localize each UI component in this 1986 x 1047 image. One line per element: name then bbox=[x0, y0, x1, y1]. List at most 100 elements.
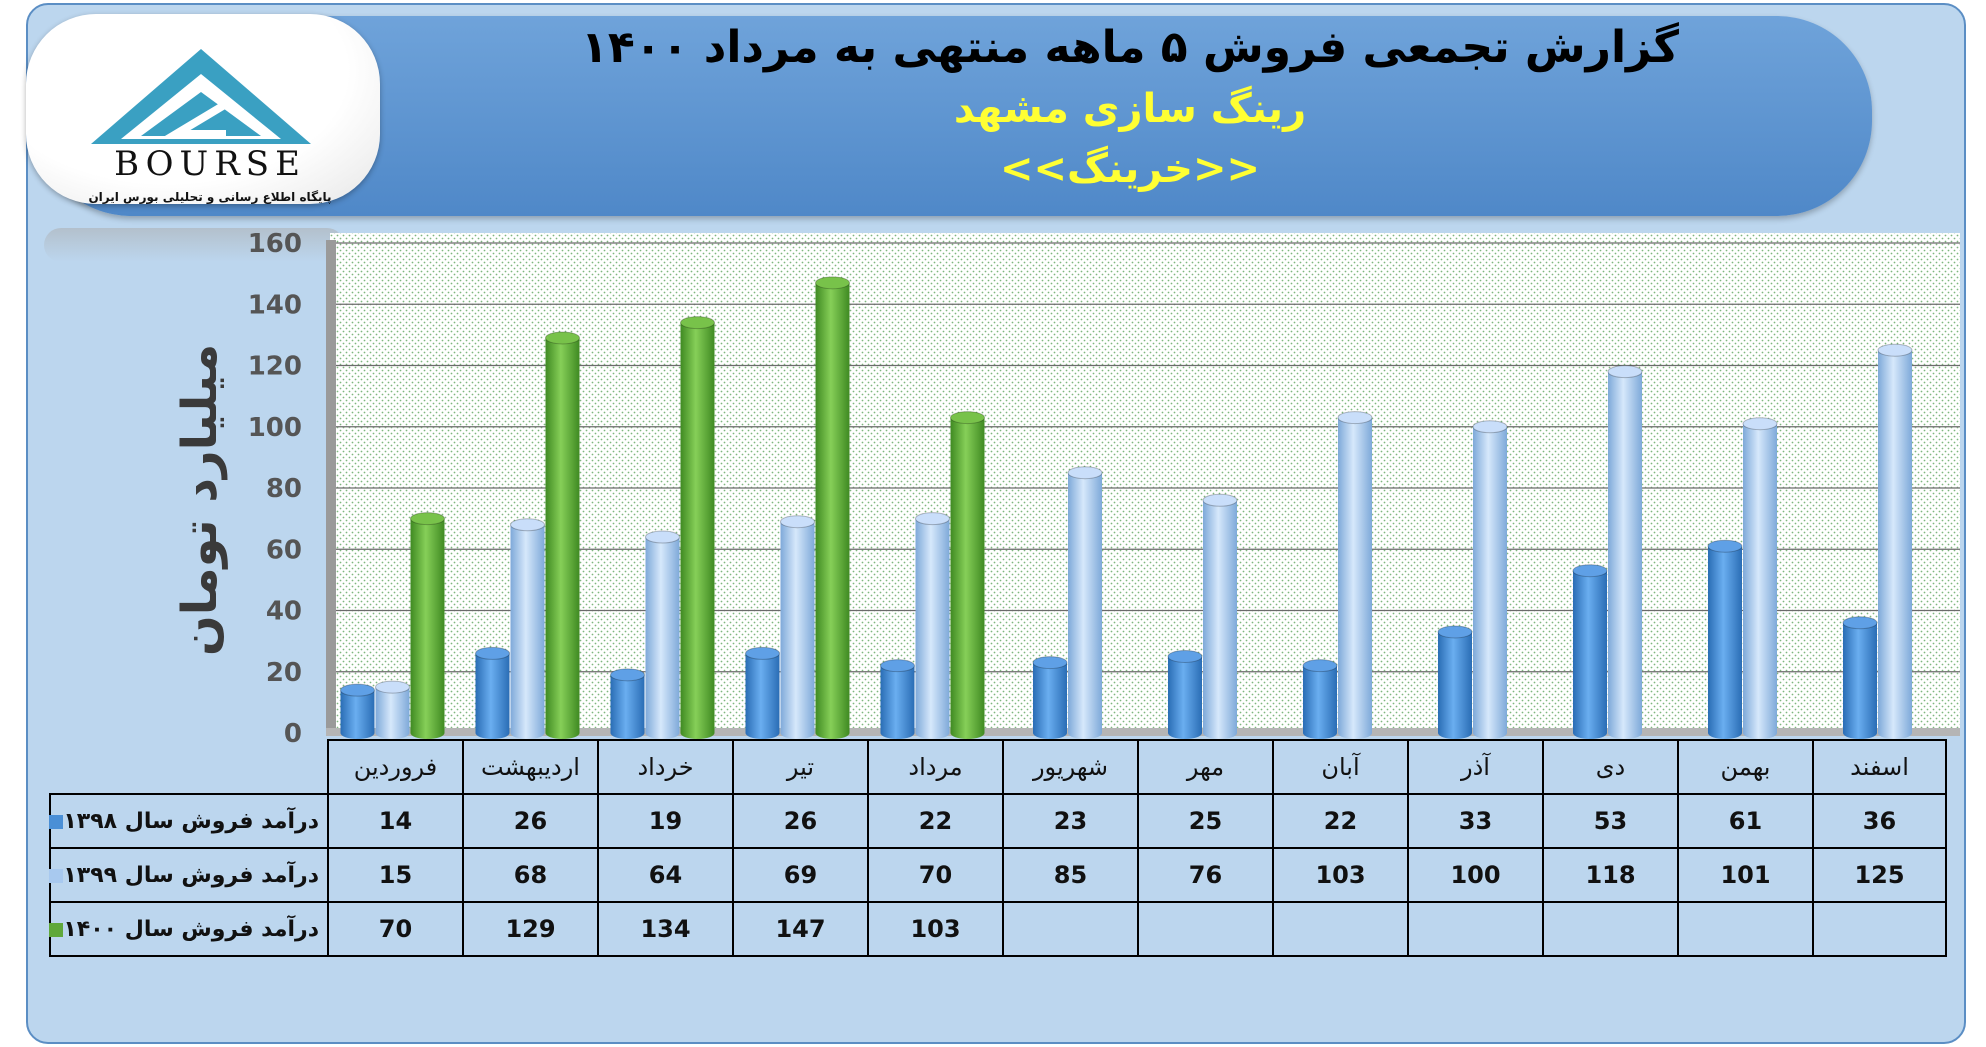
bar-1-11 bbox=[1877, 343, 1913, 739]
x-tick-label: شهریور bbox=[1002, 739, 1139, 795]
ticker-symbol: <<خرینگ>> bbox=[999, 146, 1261, 192]
legend-label: درآمد فروش سال ۱۴۰۰ bbox=[63, 916, 319, 942]
data-table: فروردین اردیبهشت خرداد تیر مرداد شهریور مهر آبا… bbox=[49, 739, 1947, 957]
y-tick-label: 160 bbox=[248, 229, 302, 259]
y-tick-label: 40 bbox=[266, 597, 302, 627]
bar-1-7 bbox=[1337, 411, 1373, 739]
bar-0-2 bbox=[610, 668, 645, 739]
legend-key-icon bbox=[49, 922, 64, 937]
data-label: 25 bbox=[1137, 793, 1274, 849]
data-label: 69 bbox=[732, 847, 869, 903]
y-tick-label: 120 bbox=[248, 352, 302, 382]
x-tick-label: دی bbox=[1542, 739, 1679, 795]
bourse-logo: BOURSE پایگاه اطلاع رسانی و تحلیلی بورس … bbox=[26, 14, 380, 204]
data-label: 103 bbox=[1272, 847, 1409, 903]
legend-entry: درآمد فروش سال ۱۳۹۸ bbox=[49, 793, 329, 849]
y-axis-label: میلیارد تومان bbox=[172, 343, 228, 657]
x-tick-label: خرداد bbox=[597, 739, 734, 795]
x-tick-label: بهمن bbox=[1677, 739, 1814, 795]
legend-entry: درآمد فروش سال ۱۴۰۰ bbox=[49, 901, 329, 957]
data-label: 33 bbox=[1407, 793, 1544, 849]
y-tick-label: 100 bbox=[248, 413, 302, 443]
data-label bbox=[1812, 901, 1947, 957]
data-label: 134 bbox=[597, 901, 734, 957]
data-label: 118 bbox=[1542, 847, 1679, 903]
data-label: 36 bbox=[1812, 793, 1947, 849]
logo-triangle-icon bbox=[91, 49, 311, 144]
data-label: 68 bbox=[462, 847, 599, 903]
data-label bbox=[1542, 901, 1679, 957]
y-tick-label: 20 bbox=[266, 658, 302, 688]
bar-1-5 bbox=[1067, 466, 1103, 739]
plot-wall bbox=[326, 240, 336, 732]
bar-1-4 bbox=[915, 512, 950, 739]
data-label bbox=[1677, 901, 1814, 957]
bar-0-6 bbox=[1167, 649, 1203, 739]
data-label bbox=[1407, 901, 1544, 957]
logo-text: BOURSE bbox=[114, 144, 306, 184]
plot-floor bbox=[326, 728, 1960, 736]
data-label: 76 bbox=[1137, 847, 1274, 903]
bar-1-8 bbox=[1472, 420, 1508, 739]
page-title: گزارش تجمعی فروش ۵ ماهه منتهی به مرداد ۱… bbox=[581, 22, 1679, 73]
bar-0-1 bbox=[475, 646, 510, 739]
bar-2-0 bbox=[410, 512, 445, 739]
legend-label: درآمد فروش سال ۱۳۹۹ bbox=[63, 862, 319, 888]
bar-0-5 bbox=[1032, 656, 1068, 739]
bar-0-7 bbox=[1302, 659, 1338, 739]
bar-2-1 bbox=[545, 331, 580, 739]
data-label: 22 bbox=[867, 793, 1004, 849]
bar-2-4 bbox=[950, 411, 985, 739]
x-tick-label: فروردین bbox=[327, 739, 464, 795]
y-tick-label: 60 bbox=[266, 535, 302, 565]
data-label: 61 bbox=[1677, 793, 1814, 849]
data-label: 85 bbox=[1002, 847, 1139, 903]
x-tick-label: آذر bbox=[1407, 739, 1544, 795]
bar-0-0 bbox=[340, 683, 375, 739]
bar-1-3 bbox=[780, 515, 815, 739]
bar-1-2 bbox=[645, 530, 680, 739]
x-tick-label: تیر bbox=[732, 739, 869, 795]
company-name: رینگ سازی مشهد bbox=[953, 86, 1307, 132]
logo-reflection bbox=[44, 228, 344, 262]
bar-1-6 bbox=[1202, 493, 1238, 739]
bar-0-9 bbox=[1572, 564, 1608, 739]
x-tick-label: اردیبهشت bbox=[462, 739, 599, 795]
bar-1-10 bbox=[1742, 417, 1778, 739]
legend-label: درآمد فروش سال ۱۳۹۸ bbox=[63, 808, 319, 834]
data-label: 22 bbox=[1272, 793, 1409, 849]
data-label: 15 bbox=[327, 847, 464, 903]
y-tick-label: 140 bbox=[248, 290, 302, 320]
data-label: 14 bbox=[327, 793, 464, 849]
bar-1-9 bbox=[1607, 365, 1643, 739]
bar-0-8 bbox=[1437, 625, 1473, 739]
bar-1-0 bbox=[375, 680, 410, 739]
data-label: 23 bbox=[1002, 793, 1139, 849]
x-tick-label: مهر bbox=[1137, 739, 1274, 795]
bar-2-2 bbox=[680, 316, 715, 739]
bar-2-3 bbox=[815, 276, 850, 739]
legend-key-icon bbox=[49, 814, 64, 829]
data-label bbox=[1002, 901, 1139, 957]
data-label: 129 bbox=[462, 901, 599, 957]
bar-0-3 bbox=[745, 646, 780, 739]
data-label: 147 bbox=[732, 901, 869, 957]
y-tick-label: 80 bbox=[266, 474, 302, 504]
data-label: 101 bbox=[1677, 847, 1814, 903]
data-label: 100 bbox=[1407, 847, 1544, 903]
x-tick-label: مرداد bbox=[867, 739, 1004, 795]
data-label bbox=[1137, 901, 1274, 957]
logo-caption: پایگاه اطلاع رسانی و تحلیلی بورس ایران bbox=[88, 190, 332, 204]
table-row: درآمد فروش سال ۱۴۰۰ 70 129 134 147 103 bbox=[49, 901, 1947, 957]
data-label: 103 bbox=[867, 901, 1004, 957]
plot-background bbox=[330, 233, 1960, 730]
bar-0-11 bbox=[1842, 616, 1878, 739]
bar-0-10 bbox=[1707, 539, 1743, 739]
data-label: 125 bbox=[1812, 847, 1947, 903]
data-label bbox=[1272, 901, 1409, 957]
x-tick-label: اسفند bbox=[1812, 739, 1947, 795]
data-label: 19 bbox=[597, 793, 734, 849]
table-corner bbox=[50, 740, 329, 794]
data-label: 26 bbox=[462, 793, 599, 849]
